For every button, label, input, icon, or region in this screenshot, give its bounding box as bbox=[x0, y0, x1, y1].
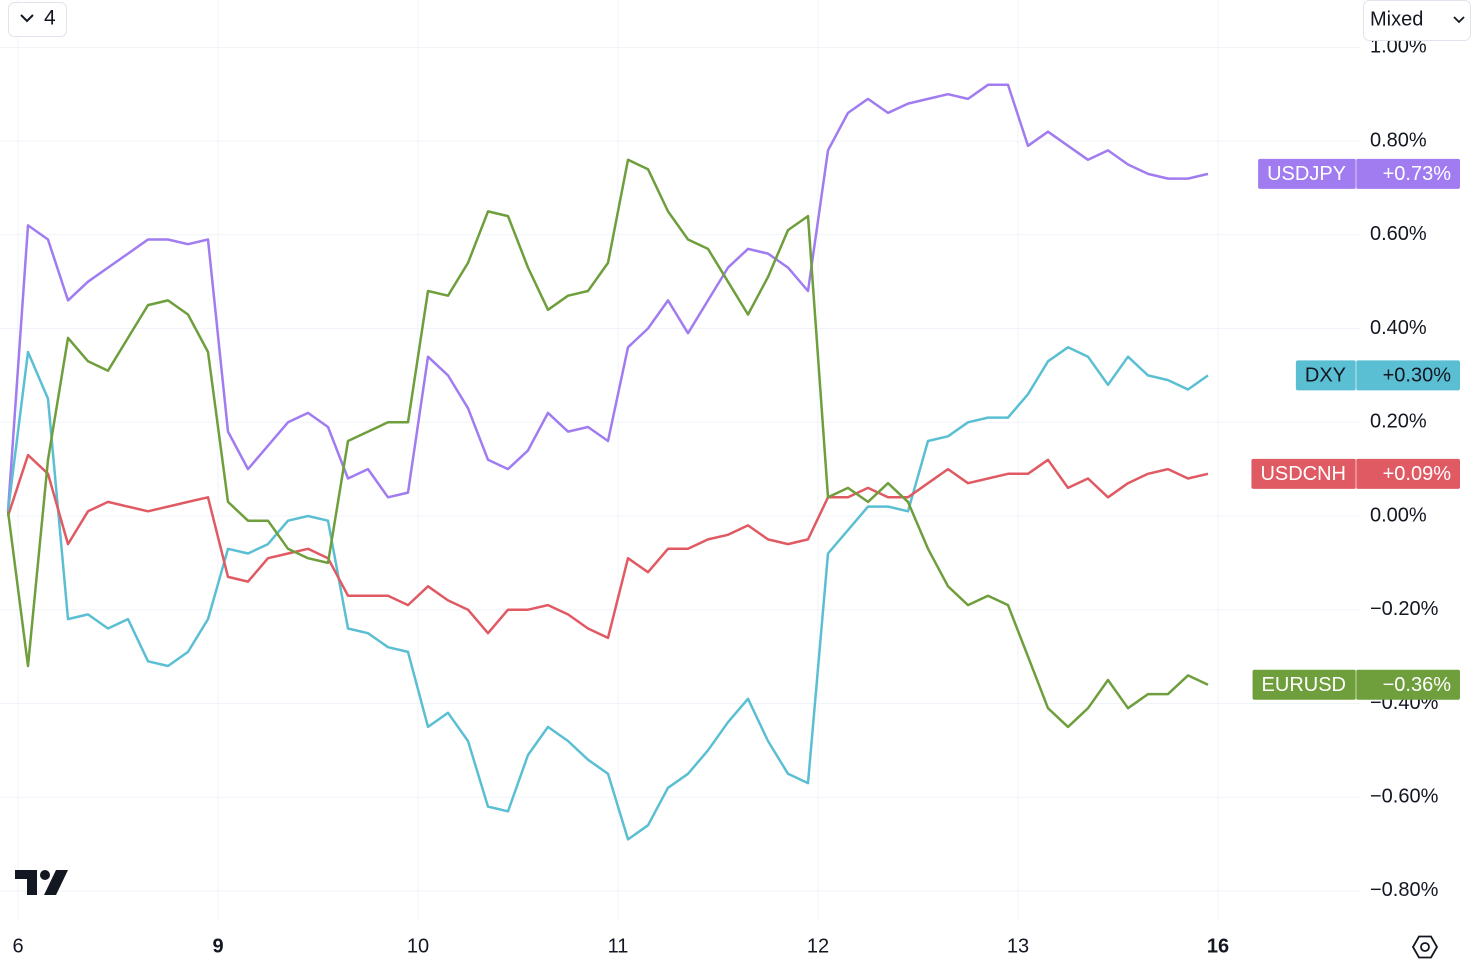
grid bbox=[0, 0, 1360, 920]
circle[interactable] bbox=[1420, 942, 1430, 952]
last-value-badge: +0.09% USDCNH bbox=[1251, 458, 1460, 489]
legend-label: DXY bbox=[1305, 365, 1346, 387]
interval-button[interactable]: 4 bbox=[8, 2, 67, 37]
x-tick-label: 10 bbox=[407, 935, 429, 957]
y-tick-label: 0.00% bbox=[1370, 504, 1427, 526]
interval-label[interactable]: 4 bbox=[44, 7, 56, 30]
legend-box bbox=[1295, 360, 1356, 391]
y-tick-label: −0.60% bbox=[1370, 785, 1439, 807]
y-tick-label: 1.00% bbox=[1370, 36, 1427, 58]
legend-box bbox=[1258, 158, 1356, 189]
logo bbox=[15, 870, 68, 895]
badge-value-box bbox=[1356, 360, 1460, 391]
scale-mode-dropdown[interactable]: Mixed bbox=[1363, 0, 1471, 41]
last-value-badge: +0.30% DXY bbox=[1295, 360, 1460, 391]
x-tick-label: 11 bbox=[608, 935, 629, 957]
badge-value: +0.30% bbox=[1383, 365, 1452, 387]
logo-part bbox=[40, 870, 50, 880]
last-value-badge: −0.36% EURUSD bbox=[1252, 669, 1460, 700]
y-tick-label: 0.20% bbox=[1370, 411, 1427, 433]
x-tick-label: 12 bbox=[807, 935, 829, 957]
badge-value-box bbox=[1356, 669, 1460, 700]
badge-value-box bbox=[1356, 158, 1460, 189]
logo-part bbox=[15, 870, 37, 895]
legend-label: EURUSD bbox=[1262, 674, 1346, 696]
chevron-icon bbox=[1453, 16, 1465, 24]
x-tick-label: 9 bbox=[212, 935, 223, 957]
logo-part bbox=[44, 870, 68, 895]
chevron-icon bbox=[20, 14, 34, 23]
x-tick-label: 6 bbox=[12, 935, 23, 957]
x-tick-label: 13 bbox=[1007, 935, 1029, 957]
last-value-badge: +0.73% USDJPY bbox=[1258, 158, 1460, 189]
series-line bbox=[6, 346, 1209, 841]
button-frame[interactable] bbox=[8, 2, 67, 37]
settings-icon[interactable] bbox=[1411, 935, 1439, 959]
dropdown-frame[interactable] bbox=[1363, 0, 1471, 41]
legend-box bbox=[1252, 669, 1356, 700]
y-tick-label: 0.40% bbox=[1370, 317, 1427, 339]
legend-box bbox=[1251, 458, 1356, 489]
y-tick-label: 0.80% bbox=[1370, 129, 1427, 151]
badge-value: +0.73% bbox=[1383, 163, 1452, 185]
x-tick-label: 16 bbox=[1207, 935, 1229, 957]
legend-label: USDCNH bbox=[1260, 463, 1346, 485]
series-line bbox=[6, 158, 1209, 729]
y-tick-label: −0.80% bbox=[1370, 879, 1439, 901]
badge-value: +0.09% bbox=[1383, 463, 1452, 485]
legend-label: USDJPY bbox=[1267, 163, 1346, 185]
last-value-badges: +0.73% USDJPY +0.30% DXY +0.09% USDCNH −0.36% E… bbox=[1251, 158, 1460, 700]
hexagon[interactable] bbox=[1411, 935, 1439, 959]
scale-mode-label[interactable]: Mixed bbox=[1370, 8, 1423, 30]
badge-value: −0.36% bbox=[1383, 674, 1452, 696]
series-line bbox=[6, 453, 1209, 640]
y-tick-label: 0.60% bbox=[1370, 223, 1427, 245]
plot bbox=[6, 83, 1209, 841]
y-tick-label: −0.20% bbox=[1370, 598, 1439, 620]
series-line bbox=[6, 83, 1209, 512]
badge-value-box bbox=[1356, 458, 1460, 489]
